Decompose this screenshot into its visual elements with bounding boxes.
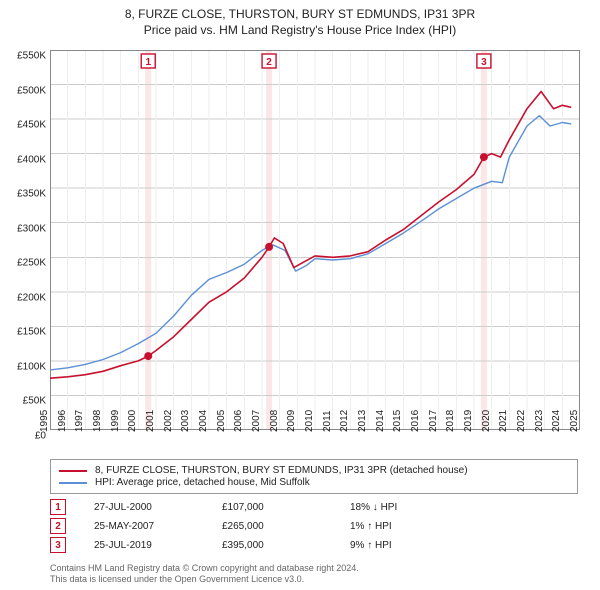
x-tick-label: 2024: [551, 410, 562, 432]
x-tick-label: 2025: [569, 410, 580, 432]
x-tick-label: 1998: [92, 410, 103, 432]
x-tick-label: 2000: [127, 410, 138, 432]
x-tick-label: 1995: [39, 410, 50, 432]
legend-swatch-property: [59, 470, 87, 472]
x-axis: 1995199619971998199920002001200220032004…: [50, 430, 580, 448]
y-tick-label: £350K: [17, 189, 46, 200]
x-tick-label: 2009: [286, 410, 297, 432]
x-tick-label: 2007: [251, 410, 262, 432]
sale-price: £107,000: [222, 502, 322, 513]
y-tick-label: £50K: [23, 396, 46, 407]
sale-price: £265,000: [222, 521, 322, 532]
attribution: Contains HM Land Registry data © Crown c…: [50, 563, 359, 586]
y-tick-label: £500K: [17, 85, 46, 96]
sale-date: 27-JUL-2000: [94, 502, 194, 513]
x-tick-label: 2012: [339, 410, 350, 432]
y-tick-label: £550K: [17, 51, 46, 62]
x-tick-label: 1997: [74, 410, 85, 432]
x-tick-label: 2014: [375, 410, 386, 432]
svg-text:3: 3: [481, 57, 487, 68]
x-tick-label: 2016: [410, 410, 421, 432]
x-tick-label: 2019: [463, 410, 474, 432]
sale-marker-box: 3: [50, 537, 66, 553]
x-tick-label: 2017: [428, 410, 439, 432]
y-tick-label: £100K: [17, 361, 46, 372]
x-tick-label: 2003: [180, 410, 191, 432]
x-tick-label: 2023: [534, 410, 545, 432]
x-tick-label: 2021: [498, 410, 509, 432]
svg-text:1: 1: [145, 57, 151, 68]
legend-label-property: 8, FURZE CLOSE, THURSTON, BURY ST EDMUND…: [95, 465, 468, 476]
y-tick-label: £450K: [17, 120, 46, 131]
sale-price: £395,000: [222, 540, 322, 551]
attribution-line-2: This data is licensed under the Open Gov…: [50, 574, 359, 586]
chart-page: { "title_line1": "8, FURZE CLOSE, THURST…: [0, 0, 600, 590]
svg-text:2: 2: [266, 57, 272, 68]
legend-label-hpi: HPI: Average price, detached house, Mid …: [95, 477, 310, 488]
x-tick-label: 2011: [322, 410, 333, 432]
x-tick-label: 2018: [445, 410, 456, 432]
y-tick-label: £150K: [17, 327, 46, 338]
y-tick-label: £200K: [17, 292, 46, 303]
x-tick-label: 2015: [392, 410, 403, 432]
x-tick-label: 2005: [216, 410, 227, 432]
sale-marker-box: 2: [50, 518, 66, 534]
sale-delta: 1% ↑ HPI: [350, 521, 450, 532]
chart-area: 1 2 3: [50, 50, 580, 430]
sale-delta: 9% ↑ HPI: [350, 540, 450, 551]
sales-row: 1 27-JUL-2000 £107,000 18% ↓ HPI: [50, 499, 578, 515]
x-tick-label: 2008: [269, 410, 280, 432]
x-tick-label: 2001: [145, 410, 156, 432]
x-tick-label: 1996: [57, 410, 68, 432]
sales-row: 3 25-JUL-2019 £395,000 9% ↑ HPI: [50, 537, 578, 553]
sale-marker-box: 1: [50, 499, 66, 515]
legend-item-hpi: HPI: Average price, detached house, Mid …: [59, 477, 569, 488]
x-tick-label: 2006: [233, 410, 244, 432]
chart-title: 8, FURZE CLOSE, THURSTON, BURY ST EDMUND…: [0, 0, 600, 38]
legend-box: 8, FURZE CLOSE, THURSTON, BURY ST EDMUND…: [50, 459, 578, 494]
y-tick-label: £400K: [17, 154, 46, 165]
x-tick-label: 2013: [357, 410, 368, 432]
y-axis: £0£50K£100K£150K£200K£250K£300K£350K£400…: [0, 50, 50, 430]
y-tick-label: £250K: [17, 258, 46, 269]
x-tick-label: 2020: [481, 410, 492, 432]
y-tick-label: £300K: [17, 223, 46, 234]
sale-date: 25-MAY-2007: [94, 521, 194, 532]
x-tick-label: 2010: [304, 410, 315, 432]
title-line-1: 8, FURZE CLOSE, THURSTON, BURY ST EDMUND…: [0, 6, 600, 22]
y-tick-label: £0: [35, 431, 46, 442]
sale-delta: 18% ↓ HPI: [350, 502, 450, 513]
sale-date: 25-JUL-2019: [94, 540, 194, 551]
x-tick-label: 1999: [110, 410, 121, 432]
x-tick-label: 2022: [516, 410, 527, 432]
title-line-2: Price paid vs. HM Land Registry's House …: [0, 22, 600, 38]
attribution-line-1: Contains HM Land Registry data © Crown c…: [50, 563, 359, 575]
sales-row: 2 25-MAY-2007 £265,000 1% ↑ HPI: [50, 518, 578, 534]
x-tick-label: 2002: [163, 410, 174, 432]
legend-item-property: 8, FURZE CLOSE, THURSTON, BURY ST EDMUND…: [59, 465, 569, 476]
sales-table: 1 27-JUL-2000 £107,000 18% ↓ HPI 2 25-MAY-200…: [50, 496, 578, 556]
chart-svg: 1 2 3: [50, 50, 580, 430]
x-tick-label: 2004: [198, 410, 209, 432]
legend-swatch-hpi: [59, 482, 87, 484]
